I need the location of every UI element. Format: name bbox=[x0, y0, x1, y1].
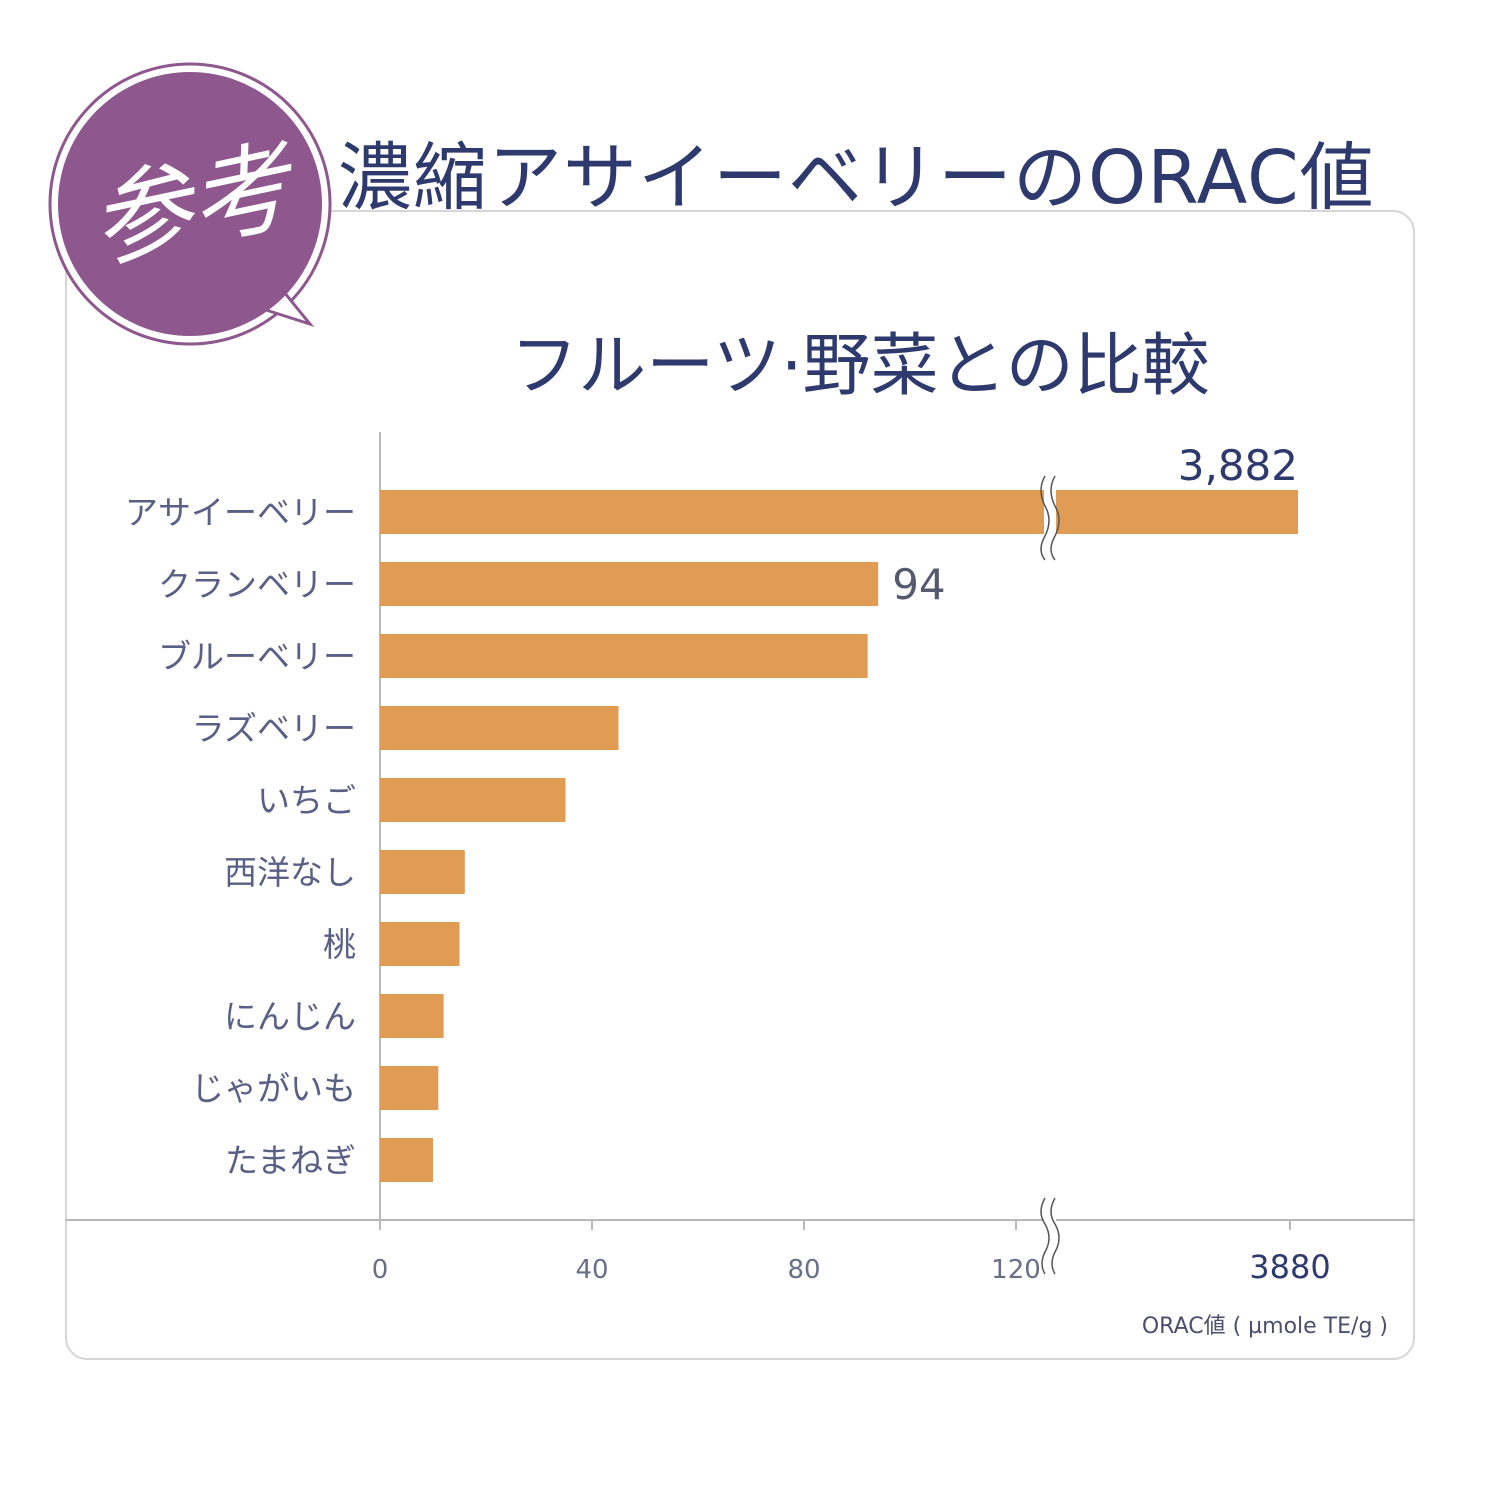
bar-10 bbox=[380, 1138, 433, 1182]
category-label-7: 桃 bbox=[323, 925, 356, 964]
x-tick-label-5: 3880 bbox=[1249, 1248, 1330, 1286]
axis-break-gap bbox=[1044, 1216, 1056, 1224]
bar-9 bbox=[380, 1066, 439, 1110]
x-tick-label-1: 0 bbox=[372, 1255, 389, 1285]
x-tick-label-3: 80 bbox=[787, 1255, 820, 1285]
bar-6 bbox=[380, 850, 465, 894]
bar-2 bbox=[380, 562, 879, 606]
category-label-4: ラズベリー bbox=[192, 709, 356, 748]
category-label-10: たまねぎ bbox=[225, 1141, 356, 1180]
chart-card bbox=[65, 210, 1415, 1360]
bar-3 bbox=[380, 634, 868, 678]
chart-subtitle: フルーツ·野菜との比較 bbox=[510, 327, 1210, 406]
reference-badge: 参考 bbox=[48, 62, 338, 356]
category-label-2: クランベリー bbox=[158, 565, 356, 604]
axis-break-mark-right bbox=[1050, 1197, 1060, 1275]
bar-break-mark-left bbox=[1040, 475, 1050, 561]
axis-unit-label: ORAC値 ( µmole TE/g ) bbox=[1141, 1314, 1388, 1339]
category-label-8: にんじん bbox=[224, 997, 356, 1036]
category-label-5: いちご bbox=[257, 781, 356, 820]
bar-4 bbox=[380, 706, 619, 750]
category-label-1: アサイーベリー bbox=[125, 493, 356, 532]
data-label-2: 94 bbox=[892, 560, 945, 609]
bar-7 bbox=[380, 922, 460, 966]
badge-circle bbox=[58, 72, 322, 336]
x-tick-label-2: 40 bbox=[575, 1255, 608, 1285]
bar-1 bbox=[380, 490, 1298, 534]
x-tick-label-4: 120 bbox=[991, 1255, 1041, 1285]
bar-5 bbox=[380, 778, 566, 822]
data-label-1: 3,882 bbox=[1178, 441, 1298, 490]
category-label-9: じゃがいも bbox=[191, 1069, 356, 1108]
bar-break-mark-right bbox=[1050, 475, 1060, 561]
category-label-6: 西洋なし bbox=[224, 853, 356, 892]
bar-break-gap bbox=[1044, 488, 1056, 536]
category-label-3: ブルーベリー bbox=[158, 637, 356, 676]
axis-break-mark-left bbox=[1040, 1197, 1050, 1275]
bar-8 bbox=[380, 994, 444, 1038]
page-title: 濃縮アサイーベリーのORAC値 bbox=[338, 135, 1375, 221]
